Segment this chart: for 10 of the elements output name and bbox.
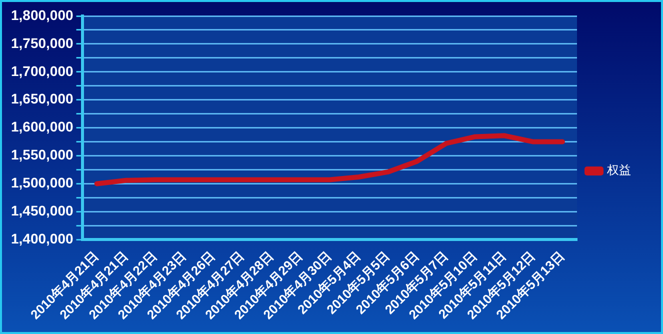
y-tick-label: 1,450,000 xyxy=(10,202,74,219)
y-tick-label: 1,500,000 xyxy=(10,174,74,191)
legend-label: 权益 xyxy=(606,163,631,178)
y-tick-label: 1,400,000 xyxy=(10,230,74,246)
y-tick-label: 1,750,000 xyxy=(10,34,74,51)
y-tick-label: 1,650,000 xyxy=(10,90,74,107)
y-tick-label: 1,700,000 xyxy=(10,62,74,79)
y-tick-label: 1,550,000 xyxy=(10,146,74,163)
y-tick-label: 1,800,000 xyxy=(10,6,74,23)
y-tick-label: 1,600,000 xyxy=(10,118,74,135)
